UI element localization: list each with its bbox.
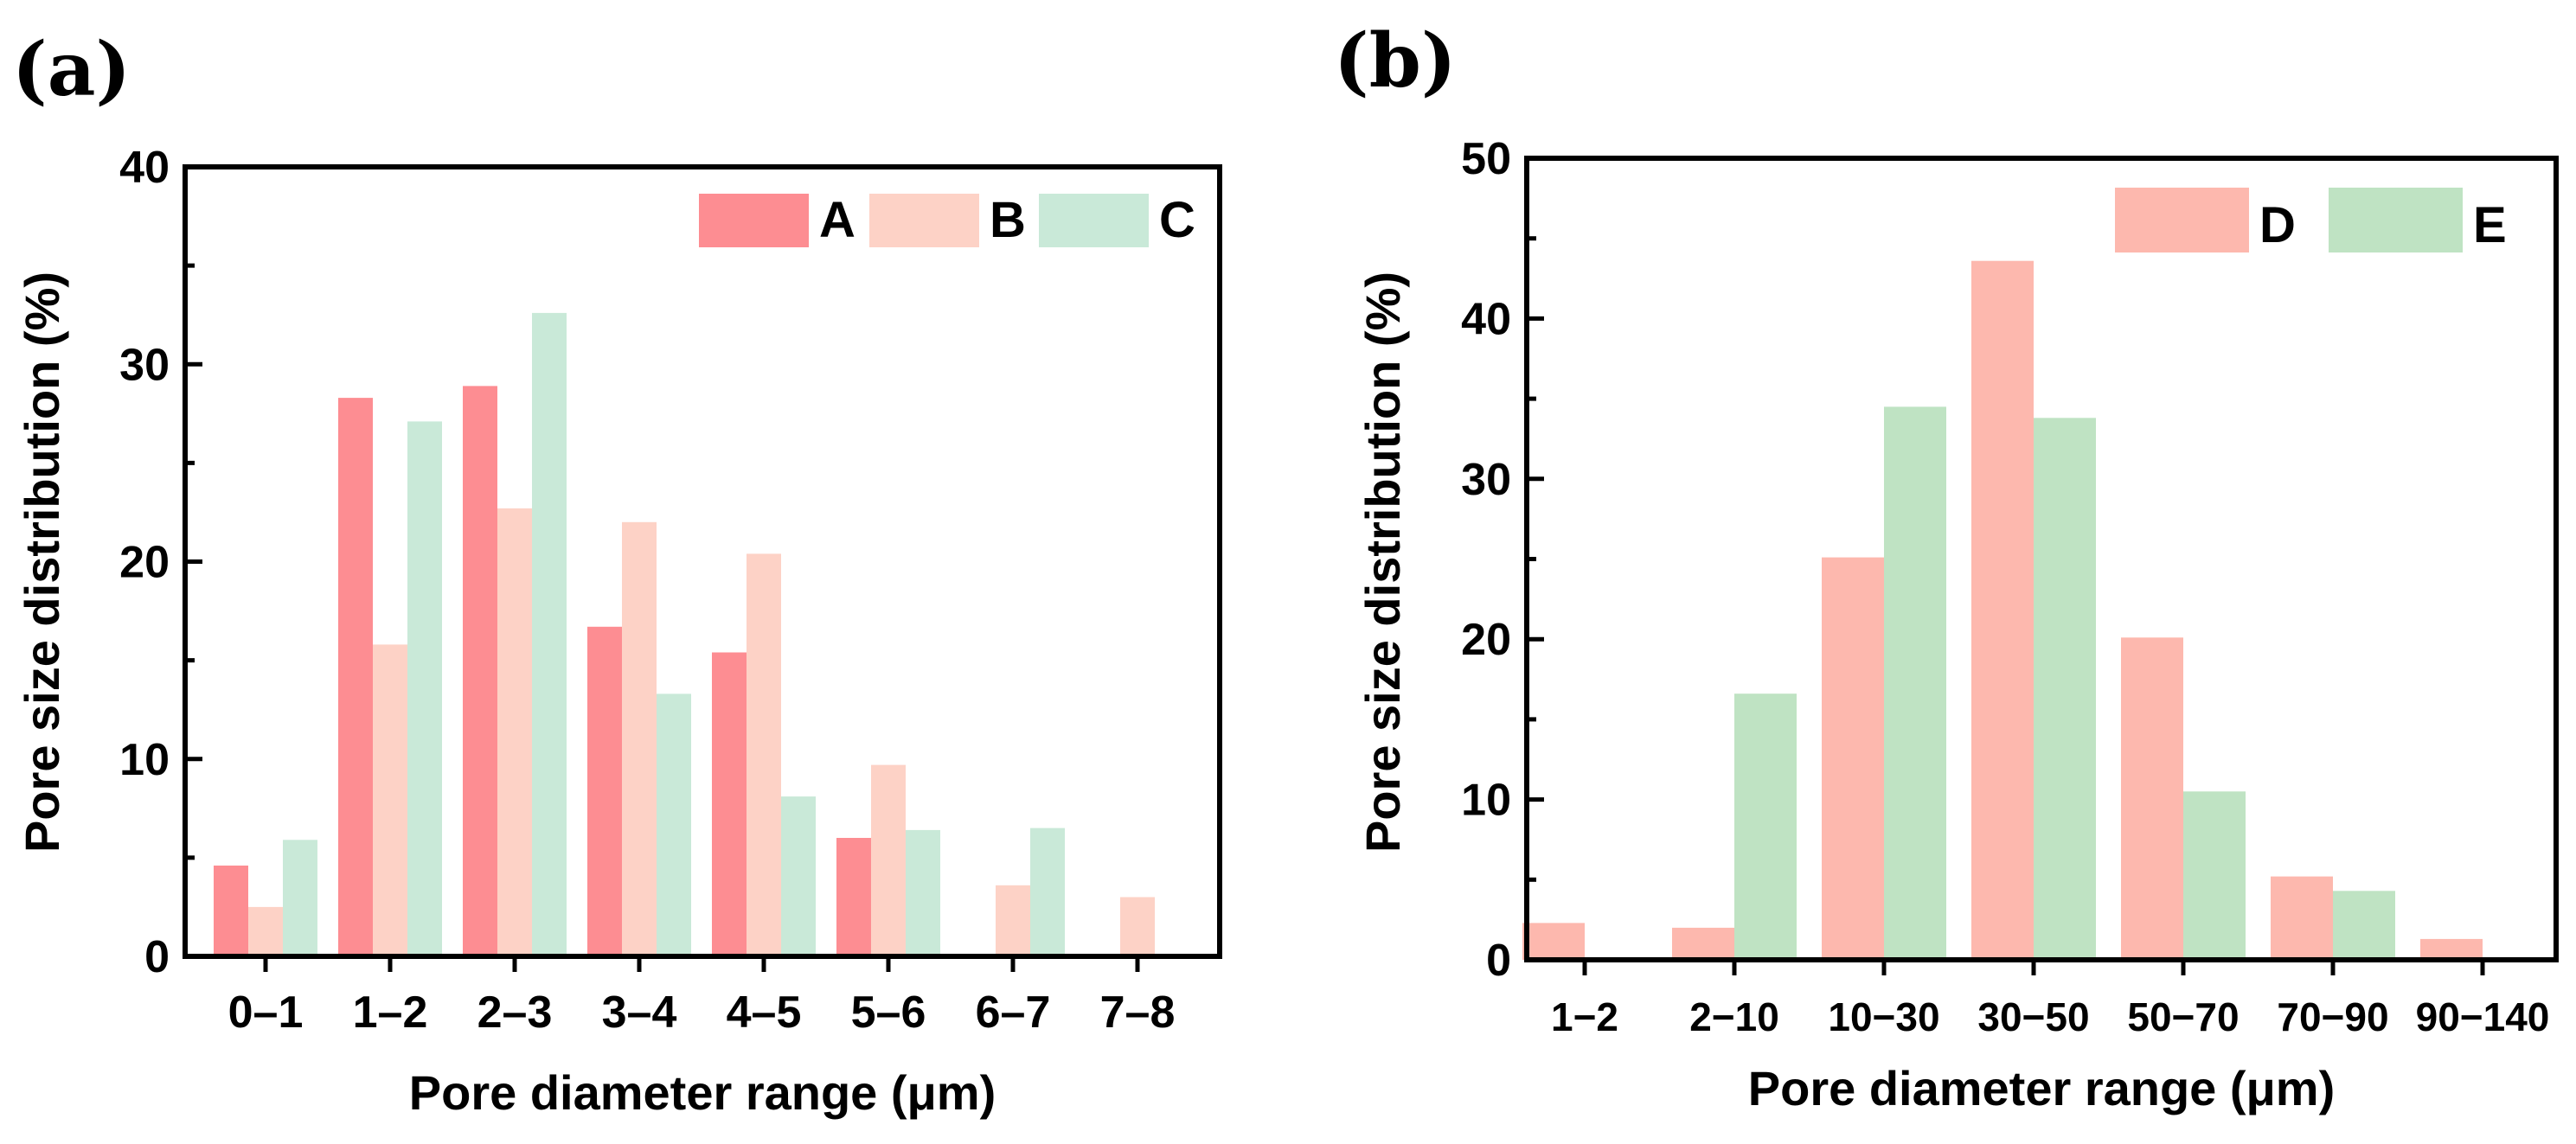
bars-a bbox=[214, 312, 1155, 957]
y-axis-a: 0 10 20 30 40 bbox=[119, 143, 202, 982]
y-tick-label-a-40: 40 bbox=[119, 143, 170, 193]
legend-swatch-b-D bbox=[2115, 188, 2249, 252]
bar-b-E-6 bbox=[2333, 891, 2395, 960]
y-axis-title-b: Pore size distribution (%) bbox=[1355, 272, 1410, 853]
y-tick-label-b-0: 0 bbox=[1486, 936, 1511, 986]
panel-label-a: (a) bbox=[12, 26, 131, 113]
bar-a-C-5 bbox=[781, 796, 816, 956]
bar-b-E-4 bbox=[2034, 418, 2096, 960]
bar-b-D-1 bbox=[1522, 923, 1585, 960]
legend-label-a-B: B bbox=[990, 192, 1026, 248]
bar-b-D-2 bbox=[1672, 927, 1734, 960]
bar-b-E-3 bbox=[1884, 406, 1946, 960]
bar-a-C-6 bbox=[906, 829, 940, 956]
bar-a-C-2 bbox=[407, 421, 442, 956]
x-tick-label-a-7: 6–7 bbox=[976, 987, 1051, 1038]
bar-a-A-1 bbox=[214, 866, 248, 956]
bar-a-B-1 bbox=[248, 906, 283, 956]
bars-b bbox=[1522, 260, 2483, 960]
legend-swatch-a-C bbox=[1039, 194, 1149, 247]
bar-b-D-5 bbox=[2121, 637, 2183, 960]
x-tick-label-a-2: 1–2 bbox=[353, 987, 428, 1038]
bar-a-B-6 bbox=[871, 764, 906, 956]
legend-label-a-A: A bbox=[819, 192, 855, 248]
y-tick-label-b-10: 10 bbox=[1461, 776, 1511, 826]
x-tick-label-b-7: 90−140 bbox=[2416, 994, 2550, 1039]
legend-a: A B C bbox=[699, 192, 1195, 248]
bar-a-B-2 bbox=[373, 644, 407, 956]
x-tick-label-a-6: 5–6 bbox=[851, 987, 926, 1038]
bar-a-C-3 bbox=[532, 312, 567, 956]
x-tick-label-a-1: 0–1 bbox=[228, 987, 304, 1038]
chart-b: (b) 0 10 20 30 40 50 1−2 2−10 10−30 30−50 50−70 70… bbox=[1334, 17, 2559, 1115]
x-tick-label-b-2: 2−10 bbox=[1689, 994, 1779, 1039]
bar-b-E-2 bbox=[1734, 693, 1797, 960]
bar-a-B-4 bbox=[622, 521, 657, 956]
bar-b-D-3 bbox=[1822, 557, 1884, 960]
y-tick-label-b-50: 50 bbox=[1461, 134, 1511, 184]
y-tick-label-b-20: 20 bbox=[1461, 615, 1511, 665]
x-tick-label-b-3: 10−30 bbox=[1828, 994, 1939, 1039]
x-tick-label-a-5: 4–5 bbox=[727, 987, 802, 1038]
bar-a-A-4 bbox=[587, 626, 622, 956]
bar-b-D-7 bbox=[2420, 938, 2483, 960]
y-tick-label-a-0: 0 bbox=[144, 932, 170, 982]
bar-a-A-2 bbox=[338, 398, 373, 957]
bar-b-E-5 bbox=[2183, 791, 2246, 960]
bar-a-A-5 bbox=[712, 652, 747, 956]
y-tick-label-b-30: 30 bbox=[1461, 455, 1511, 505]
bar-a-B-7 bbox=[996, 885, 1030, 956]
legend-label-a-C: C bbox=[1159, 192, 1195, 248]
panel-label-b: (b) bbox=[1334, 17, 1457, 105]
bar-b-D-6 bbox=[2271, 876, 2333, 960]
x-tick-label-b-6: 70−90 bbox=[2277, 994, 2388, 1039]
legend-swatch-b-E bbox=[2329, 188, 2463, 252]
bar-a-A-6 bbox=[836, 838, 871, 956]
bar-a-C-1 bbox=[283, 840, 317, 956]
bar-a-C-7 bbox=[1030, 828, 1065, 956]
x-axis-b: 1−2 2−10 10−30 30−50 50−70 70−90 90−140 bbox=[1551, 960, 2549, 1039]
y-tick-label-a-30: 30 bbox=[119, 340, 170, 390]
x-axis-title-a: Pore diameter range (μm) bbox=[409, 1065, 996, 1120]
x-tick-label-a-4: 3–4 bbox=[602, 987, 677, 1038]
legend-swatch-a-A bbox=[699, 194, 809, 247]
y-tick-label-a-20: 20 bbox=[119, 538, 170, 588]
chart-a: (a) 0 10 20 30 40 0–1 1–2 2–3 3–4 4–5 5–6 6–7 7–8 A… bbox=[12, 26, 1222, 1120]
x-tick-label-b-5: 50−70 bbox=[2127, 994, 2239, 1039]
bar-a-B-8 bbox=[1120, 897, 1155, 956]
x-tick-label-b-1: 1−2 bbox=[1551, 994, 1618, 1039]
legend-label-b-D: D bbox=[2259, 197, 2296, 253]
x-tick-label-b-4: 30−50 bbox=[1977, 994, 2089, 1039]
x-axis-title-b: Pore diameter range (μm) bbox=[1748, 1061, 2335, 1115]
x-tick-label-a-3: 2–3 bbox=[477, 987, 553, 1038]
y-tick-label-a-10: 10 bbox=[119, 735, 170, 785]
x-tick-label-a-8: 7–8 bbox=[1100, 987, 1176, 1038]
y-axis-title-a: Pore size distribution (%) bbox=[15, 272, 69, 853]
y-axis-b: 0 10 20 30 40 50 bbox=[1461, 134, 1544, 986]
bar-a-B-3 bbox=[497, 508, 532, 956]
bar-a-B-5 bbox=[747, 553, 781, 956]
bar-b-D-4 bbox=[1971, 260, 2034, 960]
legend-label-b-E: E bbox=[2473, 197, 2507, 253]
bar-a-A-3 bbox=[463, 386, 497, 956]
x-axis-a: 0–1 1–2 2–3 3–4 4–5 5–6 6–7 7–8 bbox=[228, 956, 1176, 1038]
bar-a-C-4 bbox=[657, 693, 691, 956]
y-tick-label-b-40: 40 bbox=[1461, 294, 1511, 344]
legend-swatch-a-B bbox=[869, 194, 979, 247]
